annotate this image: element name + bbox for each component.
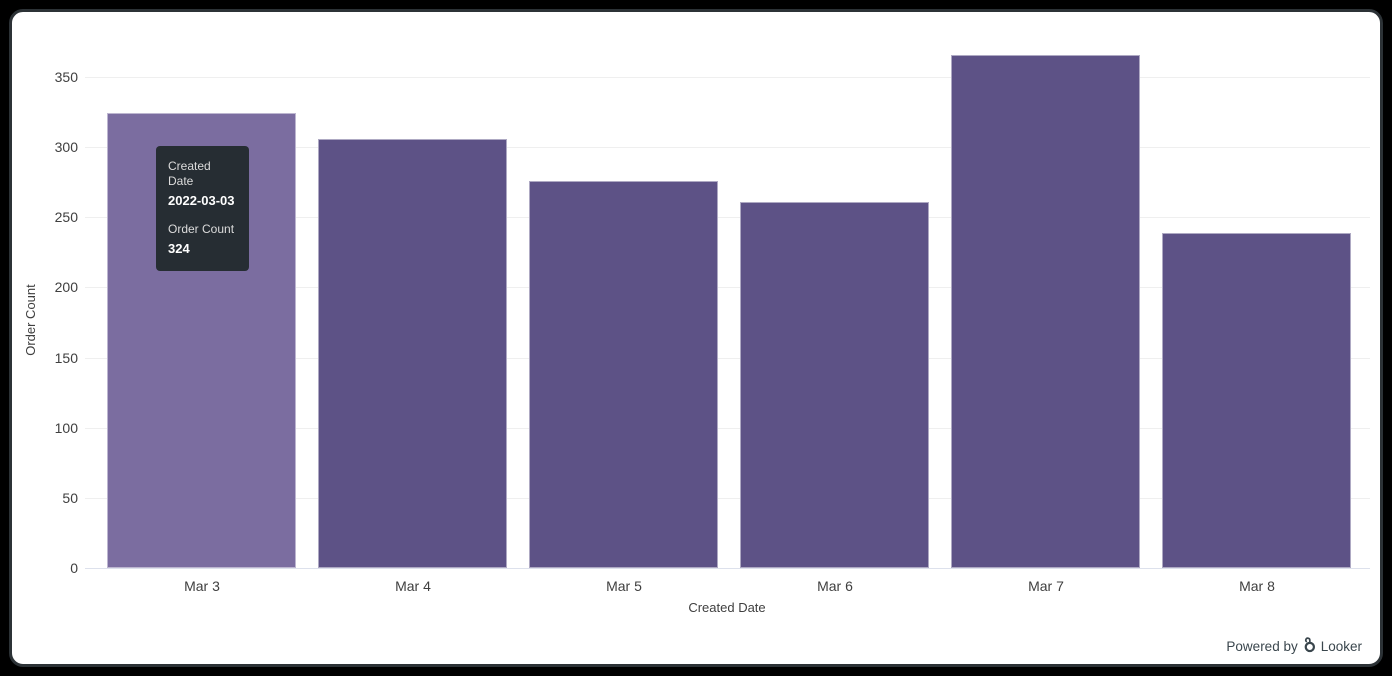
bar-mar-4[interactable] (318, 139, 507, 568)
gridline-50 (85, 498, 1370, 499)
bar-mar-8[interactable] (1162, 233, 1351, 568)
y-tick-label-50: 50 (62, 490, 78, 506)
y-tick-label-350: 350 (54, 69, 78, 85)
x-tick-label-mar-4: Mar 4 (395, 578, 431, 594)
y-tick-label-100: 100 (54, 420, 78, 436)
bar-mar-7[interactable] (951, 55, 1140, 568)
y-tick-label-150: 150 (54, 350, 78, 366)
tooltip-spacer (168, 209, 237, 222)
y-tick-label-200: 200 (54, 279, 78, 295)
x-axis-line (85, 568, 1370, 569)
tooltip-dimension-value: 2022-03-03 (168, 193, 235, 208)
x-tick-label-mar-8: Mar 8 (1239, 578, 1275, 594)
gridline-100 (85, 428, 1370, 429)
powered-by-text: Powered by (1226, 639, 1298, 654)
x-tick-label-mar-7: Mar 7 (1028, 578, 1064, 594)
gridline-250 (85, 217, 1370, 218)
tooltip-measure-label: Order Count (168, 222, 235, 236)
tooltip-dimension-label: Created Date (168, 159, 211, 188)
x-tick-label-mar-6: Mar 6 (817, 578, 853, 594)
y-tick-label-300: 300 (54, 139, 78, 155)
tooltip: Created Date 2022-03-03 Order Count 324 (156, 146, 249, 271)
y-tick-label-0: 0 (70, 560, 78, 576)
y-tick-label-250: 250 (54, 209, 78, 225)
chart-card: 0 50 100 150 200 250 300 350 Mar 3 Mar 4 Mar 5 Mar … (9, 9, 1383, 667)
looker-brand-text: Looker (1320, 639, 1362, 654)
x-tick-label-mar-5: Mar 5 (606, 578, 642, 594)
gridline-150 (85, 358, 1370, 359)
x-tick-label-mar-3: Mar 3 (184, 578, 220, 594)
gridline-300 (85, 147, 1370, 148)
gridline-350 (85, 77, 1370, 78)
x-axis-title: Created Date (688, 600, 766, 615)
powered-by-looker-link[interactable]: Powered by Looker (1226, 637, 1362, 656)
tooltip-measure-value: 324 (168, 241, 190, 256)
y-axis-title: Order Count (23, 284, 38, 356)
bar-mar-6[interactable] (740, 202, 929, 568)
gridline-200 (85, 287, 1370, 288)
bar-mar-5[interactable] (529, 181, 718, 568)
looker-logo-icon (1303, 637, 1316, 656)
